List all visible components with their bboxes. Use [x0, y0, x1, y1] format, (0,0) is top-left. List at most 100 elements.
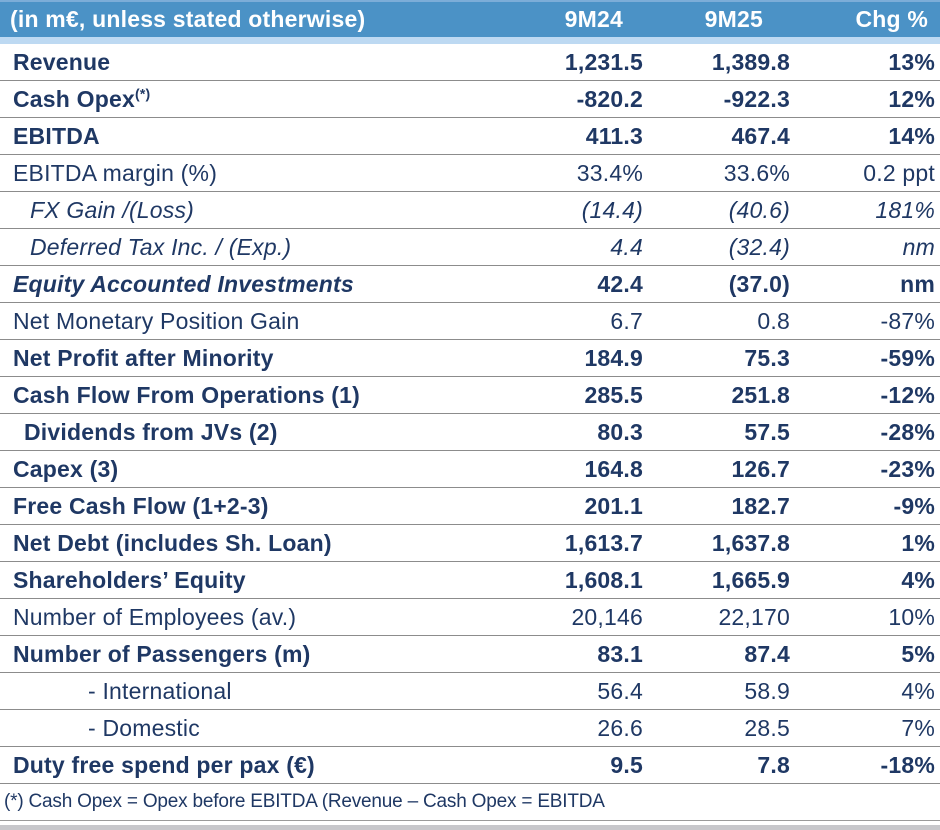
value-chg: -23% [880, 455, 935, 482]
table-header-row: (in m€, unless stated otherwise) 9M24 9M… [0, 0, 940, 37]
bottom-bar [0, 825, 940, 830]
value-chg: 1% [901, 529, 935, 556]
value-9m25: 1,389.8 [711, 48, 790, 75]
value-9m24: 83.1 [597, 640, 643, 667]
value-9m24: 9.5 [610, 751, 643, 778]
value-chg: -28% [880, 418, 935, 445]
value-chg: 4% [901, 677, 935, 704]
footnote: (*) Cash Opex = Opex before EBITDA (Reve… [0, 784, 940, 821]
value-9m25: 126.7 [731, 455, 790, 482]
value-chg: 7% [901, 714, 935, 741]
row-label: Duty free spend per pax (€) [0, 752, 480, 779]
row-label: Shareholders’ Equity [0, 567, 480, 594]
table-row: Net Monetary Position Gain 6.7 0.8 -87% [0, 303, 940, 340]
header-unit-note: (in m€, unless stated otherwise) [10, 6, 366, 32]
value-9m24: 201.1 [584, 492, 643, 519]
row-label-text: Number of Employees (av.) [13, 603, 297, 630]
row-label-text: Number of Passengers (m) [13, 640, 311, 667]
value-9m25: 75.3 [744, 344, 790, 371]
table-row: Free Cash Flow (1+2-3) 201.1 182.7 -9% [0, 488, 940, 525]
row-label-text: Net Monetary Position Gain [13, 307, 300, 334]
table-row: Cash Opex(*) -820.2 -922.3 12% [0, 81, 940, 118]
value-chg: 13% [888, 48, 935, 75]
row-label: Revenue [0, 49, 480, 76]
header-col-chg: Chg % [855, 6, 928, 32]
value-9m24: 20,146 [571, 603, 643, 630]
value-chg: nm [902, 233, 935, 260]
value-9m25: 22,170 [718, 603, 790, 630]
value-9m25: 1,637.8 [711, 529, 790, 556]
table-row: Net Profit after Minority 184.9 75.3 -59… [0, 340, 940, 377]
value-9m24: -820.2 [576, 85, 643, 112]
row-label-text: Cash Opex [13, 85, 135, 112]
row-label: Net Monetary Position Gain [0, 308, 480, 335]
value-9m24: 1,231.5 [564, 48, 643, 75]
value-9m25: -922.3 [723, 85, 790, 112]
table-row: Revenue 1,231.5 1,389.8 13% [0, 44, 940, 81]
row-label: Deferred Tax Inc. / (Exp.) [0, 234, 480, 261]
value-chg: -12% [880, 381, 935, 408]
table-row: Deferred Tax Inc. / (Exp.) 4.4 (32.4) nm [0, 229, 940, 266]
value-chg: -9% [893, 492, 935, 519]
row-label: FX Gain /(Loss) [0, 197, 480, 224]
row-label: - Domestic [0, 715, 480, 742]
row-label-text: Dividends from JVs (2) [24, 418, 278, 445]
value-9m24: 164.8 [584, 455, 643, 482]
row-label: Equity Accounted Investments [0, 271, 480, 298]
value-9m25: 1,665.9 [711, 566, 790, 593]
row-label-superscript: (*) [134, 84, 151, 101]
row-label-text: Cash Flow From Operations (1) [13, 381, 361, 408]
value-9m25: 251.8 [731, 381, 790, 408]
value-chg: 14% [888, 122, 935, 149]
row-label: - International [0, 678, 480, 705]
value-9m24: 1,608.1 [564, 566, 643, 593]
row-label: Free Cash Flow (1+2-3) [0, 493, 480, 520]
table-row: Capex (3) 164.8 126.7 -23% [0, 451, 940, 488]
row-label: EBITDA [0, 123, 480, 150]
row-label-text: Shareholders’ Equity [13, 566, 246, 593]
row-label: Number of Passengers (m) [0, 641, 480, 668]
table-row: - Domestic 26.6 28.5 7% [0, 710, 940, 747]
row-label-text: Capex (3) [13, 455, 119, 482]
value-9m24: 285.5 [584, 381, 643, 408]
value-chg: 10% [888, 603, 935, 630]
row-label: Number of Employees (av.) [0, 604, 480, 631]
value-9m24: 42.4 [597, 270, 643, 297]
value-9m25: (32.4) [728, 233, 790, 260]
value-chg: -87% [880, 307, 935, 334]
value-9m24: 56.4 [597, 677, 643, 704]
value-9m24: (14.4) [581, 196, 643, 223]
table-row: Duty free spend per pax (€) 9.5 7.8 -18% [0, 747, 940, 784]
value-9m25: 87.4 [744, 640, 790, 667]
value-chg: -18% [880, 751, 935, 778]
value-9m24: 80.3 [597, 418, 643, 445]
value-9m24: 26.6 [597, 714, 643, 741]
value-9m24: 33.4% [576, 159, 643, 186]
table-body: Revenue 1,231.5 1,389.8 13% Cash Opex(*)… [0, 44, 940, 784]
header-accent-strip [0, 37, 940, 44]
row-label-text: - International [88, 677, 232, 704]
table-row: Net Debt (includes Sh. Loan) 1,613.7 1,6… [0, 525, 940, 562]
value-9m25: 33.6% [723, 159, 790, 186]
row-label-text: Net Debt (includes Sh. Loan) [13, 529, 332, 556]
row-label-text: Free Cash Flow (1+2-3) [13, 492, 269, 519]
row-label-text: Equity Accounted Investments [13, 270, 354, 297]
row-label: Dividends from JVs (2) [0, 419, 480, 446]
row-label-text: FX Gain /(Loss) [30, 196, 195, 223]
table-row: Cash Flow From Operations (1) 285.5 251.… [0, 377, 940, 414]
value-9m25: (37.0) [728, 270, 790, 297]
value-9m24: 411.3 [585, 122, 643, 149]
value-9m24: 1,613.7 [564, 529, 643, 556]
table-row: Shareholders’ Equity 1,608.1 1,665.9 4% [0, 562, 940, 599]
value-9m25: 7.8 [757, 751, 790, 778]
row-label: EBITDA margin (%) [0, 160, 480, 187]
value-9m25: 467.4 [731, 122, 790, 149]
row-label-text: EBITDA [13, 122, 100, 149]
value-9m25: 0.8 [757, 307, 790, 334]
value-chg: 0.2 ppt [863, 159, 935, 186]
value-9m25: 57.5 [744, 418, 790, 445]
table-row: EBITDA margin (%) 33.4% 33.6% 0.2 ppt [0, 155, 940, 192]
value-9m24: 6.7 [610, 307, 643, 334]
value-9m25: 58.9 [744, 677, 790, 704]
